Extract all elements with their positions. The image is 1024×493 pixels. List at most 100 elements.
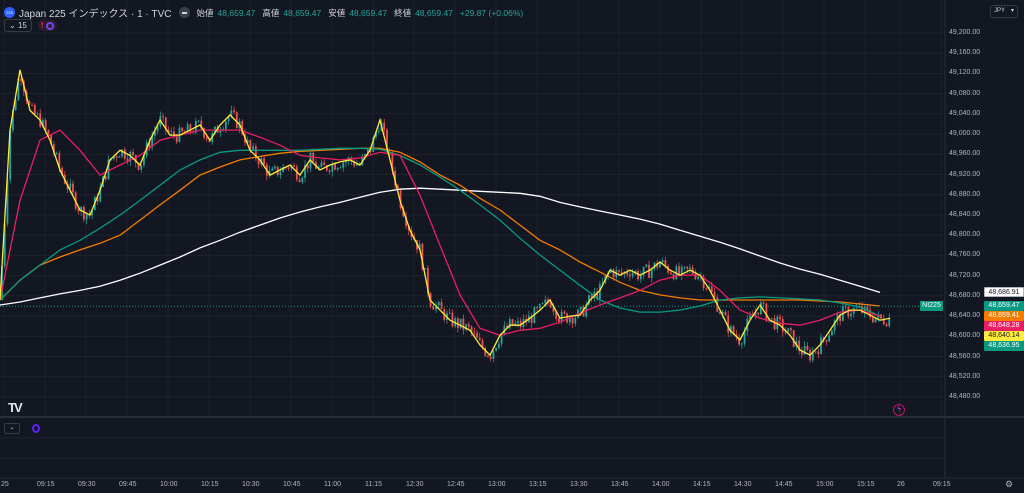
- candle: [650, 269, 653, 278]
- candle: [629, 274, 631, 277]
- candle: [560, 311, 563, 322]
- candle: [246, 140, 249, 143]
- candle: [465, 324, 467, 330]
- candle: [224, 121, 227, 129]
- time-tick-label: 10:45: [283, 481, 301, 488]
- candle: [871, 317, 874, 323]
- candle: [14, 100, 17, 111]
- candle: [197, 120, 200, 122]
- candle: [588, 295, 590, 305]
- candle: [626, 271, 629, 275]
- lower-indicator-icon[interactable]: [32, 424, 40, 433]
- legend-header: 225 Japan 225 インデックス · 1 · TVC 始値 48,659.…: [4, 5, 526, 20]
- candle: [833, 320, 836, 331]
- price-badge: 48,686.91: [984, 287, 1024, 298]
- candle: [96, 197, 99, 202]
- candle: [473, 331, 476, 333]
- market-status-icon[interactable]: [178, 7, 190, 18]
- interval-toggle[interactable]: ⌄ 15: [4, 19, 32, 32]
- time-tick-label: 25: [1, 481, 9, 488]
- time-tick-label: 13:00: [488, 481, 506, 488]
- candle: [399, 190, 402, 209]
- candle: [77, 208, 80, 212]
- candle: [743, 331, 746, 344]
- candle: [457, 318, 459, 328]
- candle: [342, 162, 345, 168]
- candle: [552, 307, 555, 312]
- candle: [639, 275, 642, 280]
- price-tick-label: 48,840.00: [949, 210, 981, 218]
- candle: [467, 324, 470, 327]
- candle: [508, 319, 511, 329]
- candle: [375, 132, 377, 137]
- candle: [230, 110, 233, 117]
- lightning-icon[interactable]: ϟ: [893, 404, 905, 416]
- candle: [787, 328, 790, 332]
- candle: [391, 152, 394, 171]
- time-tick-label: 10:15: [201, 481, 219, 488]
- candle: [637, 270, 639, 280]
- candle: [173, 131, 175, 136]
- candle: [421, 243, 424, 270]
- high-label: 高値: [262, 7, 280, 18]
- candle: [287, 167, 290, 169]
- time-tick-label: 13:45: [611, 481, 629, 488]
- price-tick-label: 48,880.00: [949, 190, 981, 198]
- candle: [435, 305, 437, 310]
- change-value: +29.87 (+0.06%): [459, 7, 524, 18]
- candle: [263, 158, 265, 165]
- price-tick-label: 49,120.00: [949, 69, 981, 77]
- time-tick-label: 09:30: [78, 481, 96, 488]
- lower-pane-collapse-button[interactable]: ⌄: [4, 423, 20, 434]
- symbol-title[interactable]: Japan 225 インデックス · 1 · TVC: [19, 9, 172, 20]
- time-tick-label: 09:15: [933, 481, 951, 488]
- open-value: 48,659.47: [217, 7, 256, 18]
- candle: [574, 317, 577, 324]
- candle: [396, 185, 399, 191]
- candle: [612, 269, 615, 278]
- candle: [115, 156, 118, 158]
- time-tick-label: 12:30: [406, 481, 424, 488]
- candle: [252, 146, 255, 150]
- candle: [740, 343, 743, 345]
- candle: [800, 351, 803, 355]
- candle: [719, 311, 721, 314]
- ma-orange-line: [0, 147, 881, 307]
- candle: [336, 168, 339, 170]
- candle: [530, 315, 533, 323]
- candle: [424, 268, 427, 270]
- time-tick-label: 13:15: [529, 481, 547, 488]
- candle: [779, 316, 781, 320]
- price-tick-label: 48,520.00: [949, 372, 981, 380]
- time-tick-label: 26: [897, 481, 905, 488]
- currency-select[interactable]: JPY ▾: [990, 5, 1018, 18]
- candle: [126, 158, 129, 162]
- candle: [44, 120, 47, 130]
- candles: [1, 73, 891, 364]
- candle: [301, 177, 304, 183]
- candle: [730, 326, 732, 333]
- alert-icons[interactable]: !: [37, 20, 57, 31]
- time-tick-label: 09:15: [37, 481, 55, 488]
- candle: [634, 270, 637, 273]
- candle: [148, 142, 151, 148]
- price-badge: 48,659.47: [984, 301, 1024, 312]
- candle: [721, 311, 724, 314]
- candle: [481, 340, 484, 348]
- ma-teal-line: [0, 147, 881, 317]
- candle: [85, 214, 88, 220]
- candle: [547, 299, 549, 303]
- candle: [710, 286, 713, 292]
- ma-white-line: [0, 187, 881, 306]
- candle: [476, 332, 478, 338]
- candle: [293, 165, 296, 167]
- settings-icon[interactable]: ⚙: [1005, 479, 1014, 489]
- candle: [184, 131, 186, 133]
- candle: [724, 311, 727, 316]
- tradingview-logo[interactable]: TV: [8, 400, 23, 415]
- candle: [861, 305, 863, 313]
- candle: [33, 104, 36, 115]
- candle: [459, 318, 462, 328]
- moving-averages: [0, 69, 891, 357]
